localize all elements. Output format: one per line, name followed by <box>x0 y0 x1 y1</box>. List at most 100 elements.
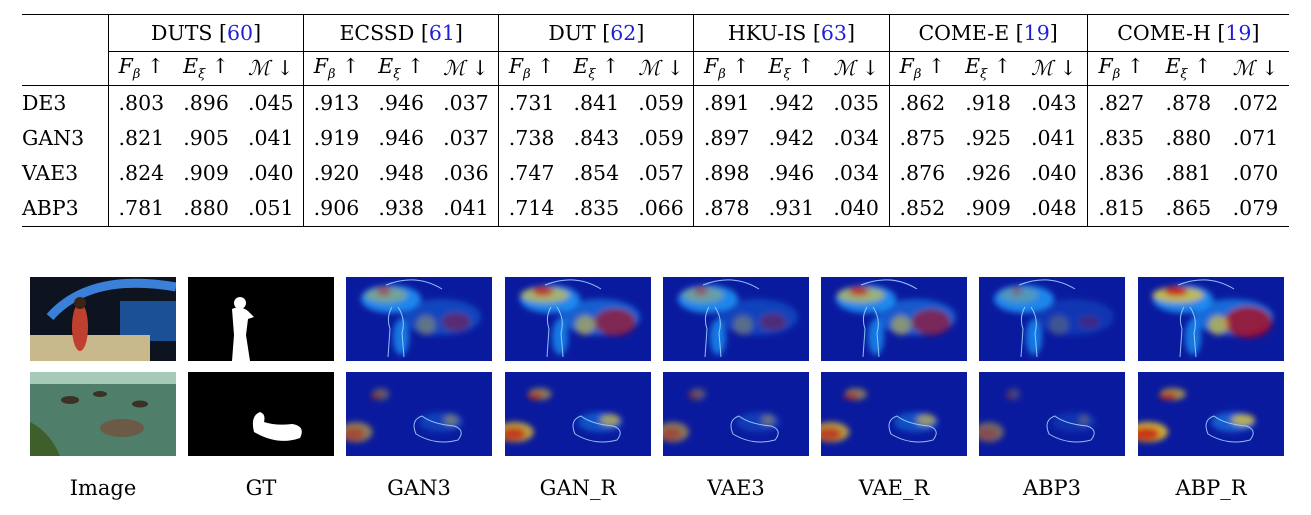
arrow-down-icon: ↓ <box>269 56 294 81</box>
method-name: ABP3 <box>22 191 109 227</box>
metric-header: ℳ ↓ <box>238 51 304 86</box>
metric-symbol: F <box>508 53 524 78</box>
citation-link[interactable]: 19 <box>1225 20 1252 45</box>
metric-value: .836 <box>1086 156 1155 191</box>
metric-value: .918 <box>965 91 1011 116</box>
figure-caption: Image <box>69 476 137 500</box>
metric-value: .059 <box>638 126 684 151</box>
metric-header: ℳ ↓ <box>433 51 499 86</box>
ground-truth-mask-thumbnail <box>188 372 334 456</box>
metric-value: .045 <box>247 91 294 116</box>
saliency-map-graphic <box>346 372 492 456</box>
metric-value: .781 <box>107 191 174 227</box>
metric-value: .035 <box>833 91 879 116</box>
metric-value: .070 <box>1232 161 1279 186</box>
metric-value: .071 <box>1232 126 1279 151</box>
saliency-map-graphic <box>821 372 967 456</box>
metric-symbol: ℳ <box>443 56 466 81</box>
metric-header: Eξ ↑ <box>563 51 629 86</box>
metric-subscript: β <box>1112 67 1121 83</box>
metric-value: .843 <box>573 126 620 151</box>
arrow-up-icon: ↑ <box>921 53 946 78</box>
saliency-map-graphic <box>505 372 651 456</box>
dataset-name: COME-H <box>1117 20 1211 45</box>
metric-subscript: ξ <box>980 67 988 83</box>
dataset-name: DUT <box>548 20 596 45</box>
metric-value: .041 <box>1031 126 1077 151</box>
arrow-up-icon: ↑ <box>530 53 555 78</box>
arrow-up-icon: ↑ <box>595 53 620 78</box>
dataset-name: COME-E <box>918 20 1010 45</box>
arrow-down-icon: ↓ <box>465 56 489 81</box>
metric-value: .897 <box>693 121 760 156</box>
citation-link[interactable]: 19 <box>1023 20 1050 45</box>
metric-value: .880 <box>1165 126 1212 151</box>
metric-value: .824 <box>107 156 174 191</box>
saliency-map-thumbnail <box>979 277 1125 361</box>
metric-value: .906 <box>303 191 369 227</box>
metric-value: .946 <box>378 91 425 116</box>
saliency-map-thumbnail <box>505 277 651 361</box>
bracket-open: [ <box>1210 20 1226 45</box>
metric-symbol: ℳ <box>1232 56 1255 81</box>
metric-subscript: β <box>718 67 726 83</box>
metric-value: .925 <box>965 126 1011 151</box>
figure-caption: ABP_R <box>1175 476 1247 500</box>
metric-subscript: ξ <box>393 67 401 83</box>
figure-caption: ABP3 <box>1022 476 1082 500</box>
dataset-name: DUTS <box>151 20 213 45</box>
metric-value: .037 <box>443 91 489 116</box>
metric-value: .875 <box>888 121 956 156</box>
metric-value: .852 <box>888 191 956 227</box>
saliency-map-thumbnail <box>979 372 1125 456</box>
citation-link[interactable]: 62 <box>610 20 637 45</box>
bracket-open: [ <box>414 20 429 45</box>
results-table: DUTS [60] ECSSD [61] DUT [62] HKU-IS [63] CO… <box>22 14 1289 227</box>
method-name: VAE3 <box>22 161 79 186</box>
metric-value: .079 <box>1221 191 1289 227</box>
metric-value: .040 <box>823 191 889 227</box>
ground-truth-mask-thumbnail <box>188 277 334 361</box>
metric-value: .066 <box>628 191 694 227</box>
metric-header: ℳ ↓ <box>1221 51 1289 86</box>
metric-value: .037 <box>443 126 489 151</box>
metric-value: .747 <box>498 156 564 191</box>
metric-value: .880 <box>173 191 239 227</box>
figure-caption: GAN_R <box>539 476 617 500</box>
saliency-map-graphic <box>663 277 809 361</box>
citation-link[interactable]: 63 <box>820 20 847 45</box>
metric-value: .862 <box>888 85 956 121</box>
dataset-header-ecssd: ECSSD [61] <box>303 14 499 52</box>
metric-header: Fβ ↑ <box>693 51 760 86</box>
arrow-up-icon: ↑ <box>1187 53 1212 78</box>
figure-caption: VAE3 <box>707 476 765 500</box>
saliency-map-thumbnail <box>663 277 809 361</box>
citation-link[interactable]: 60 <box>226 20 254 45</box>
metric-symbol: ℳ <box>1031 56 1053 81</box>
dataset-name: HKU-IS <box>727 20 807 45</box>
arrow-down-icon: ↓ <box>855 56 879 81</box>
metric-subscript: ξ <box>783 67 791 83</box>
metric-symbol: E <box>573 53 589 78</box>
metric-symbol: E <box>378 53 394 78</box>
metric-value: .803 <box>107 85 174 121</box>
saliency-map-thumbnail <box>505 372 651 456</box>
metric-value: .854 <box>573 161 620 186</box>
metric-value: .731 <box>498 85 564 121</box>
metric-value: .034 <box>833 161 879 186</box>
dataset-name: ECSSD <box>339 20 415 45</box>
input-image-graphic <box>30 372 176 456</box>
metric-header: Fβ ↑ <box>888 51 956 86</box>
citation-link[interactable]: 61 <box>428 20 455 45</box>
metric-value: .057 <box>638 161 684 186</box>
ground-truth-mask-graphic <box>188 277 334 361</box>
bracket-close: ] <box>1251 20 1260 45</box>
bracket-close: ] <box>846 20 855 45</box>
metric-value: .909 <box>955 191 1021 227</box>
metric-value: .821 <box>107 121 174 156</box>
metric-symbol: E <box>1165 53 1181 78</box>
metric-value: .926 <box>965 161 1011 186</box>
arrow-up-icon: ↑ <box>725 53 750 78</box>
metric-subscript: β <box>523 67 531 83</box>
